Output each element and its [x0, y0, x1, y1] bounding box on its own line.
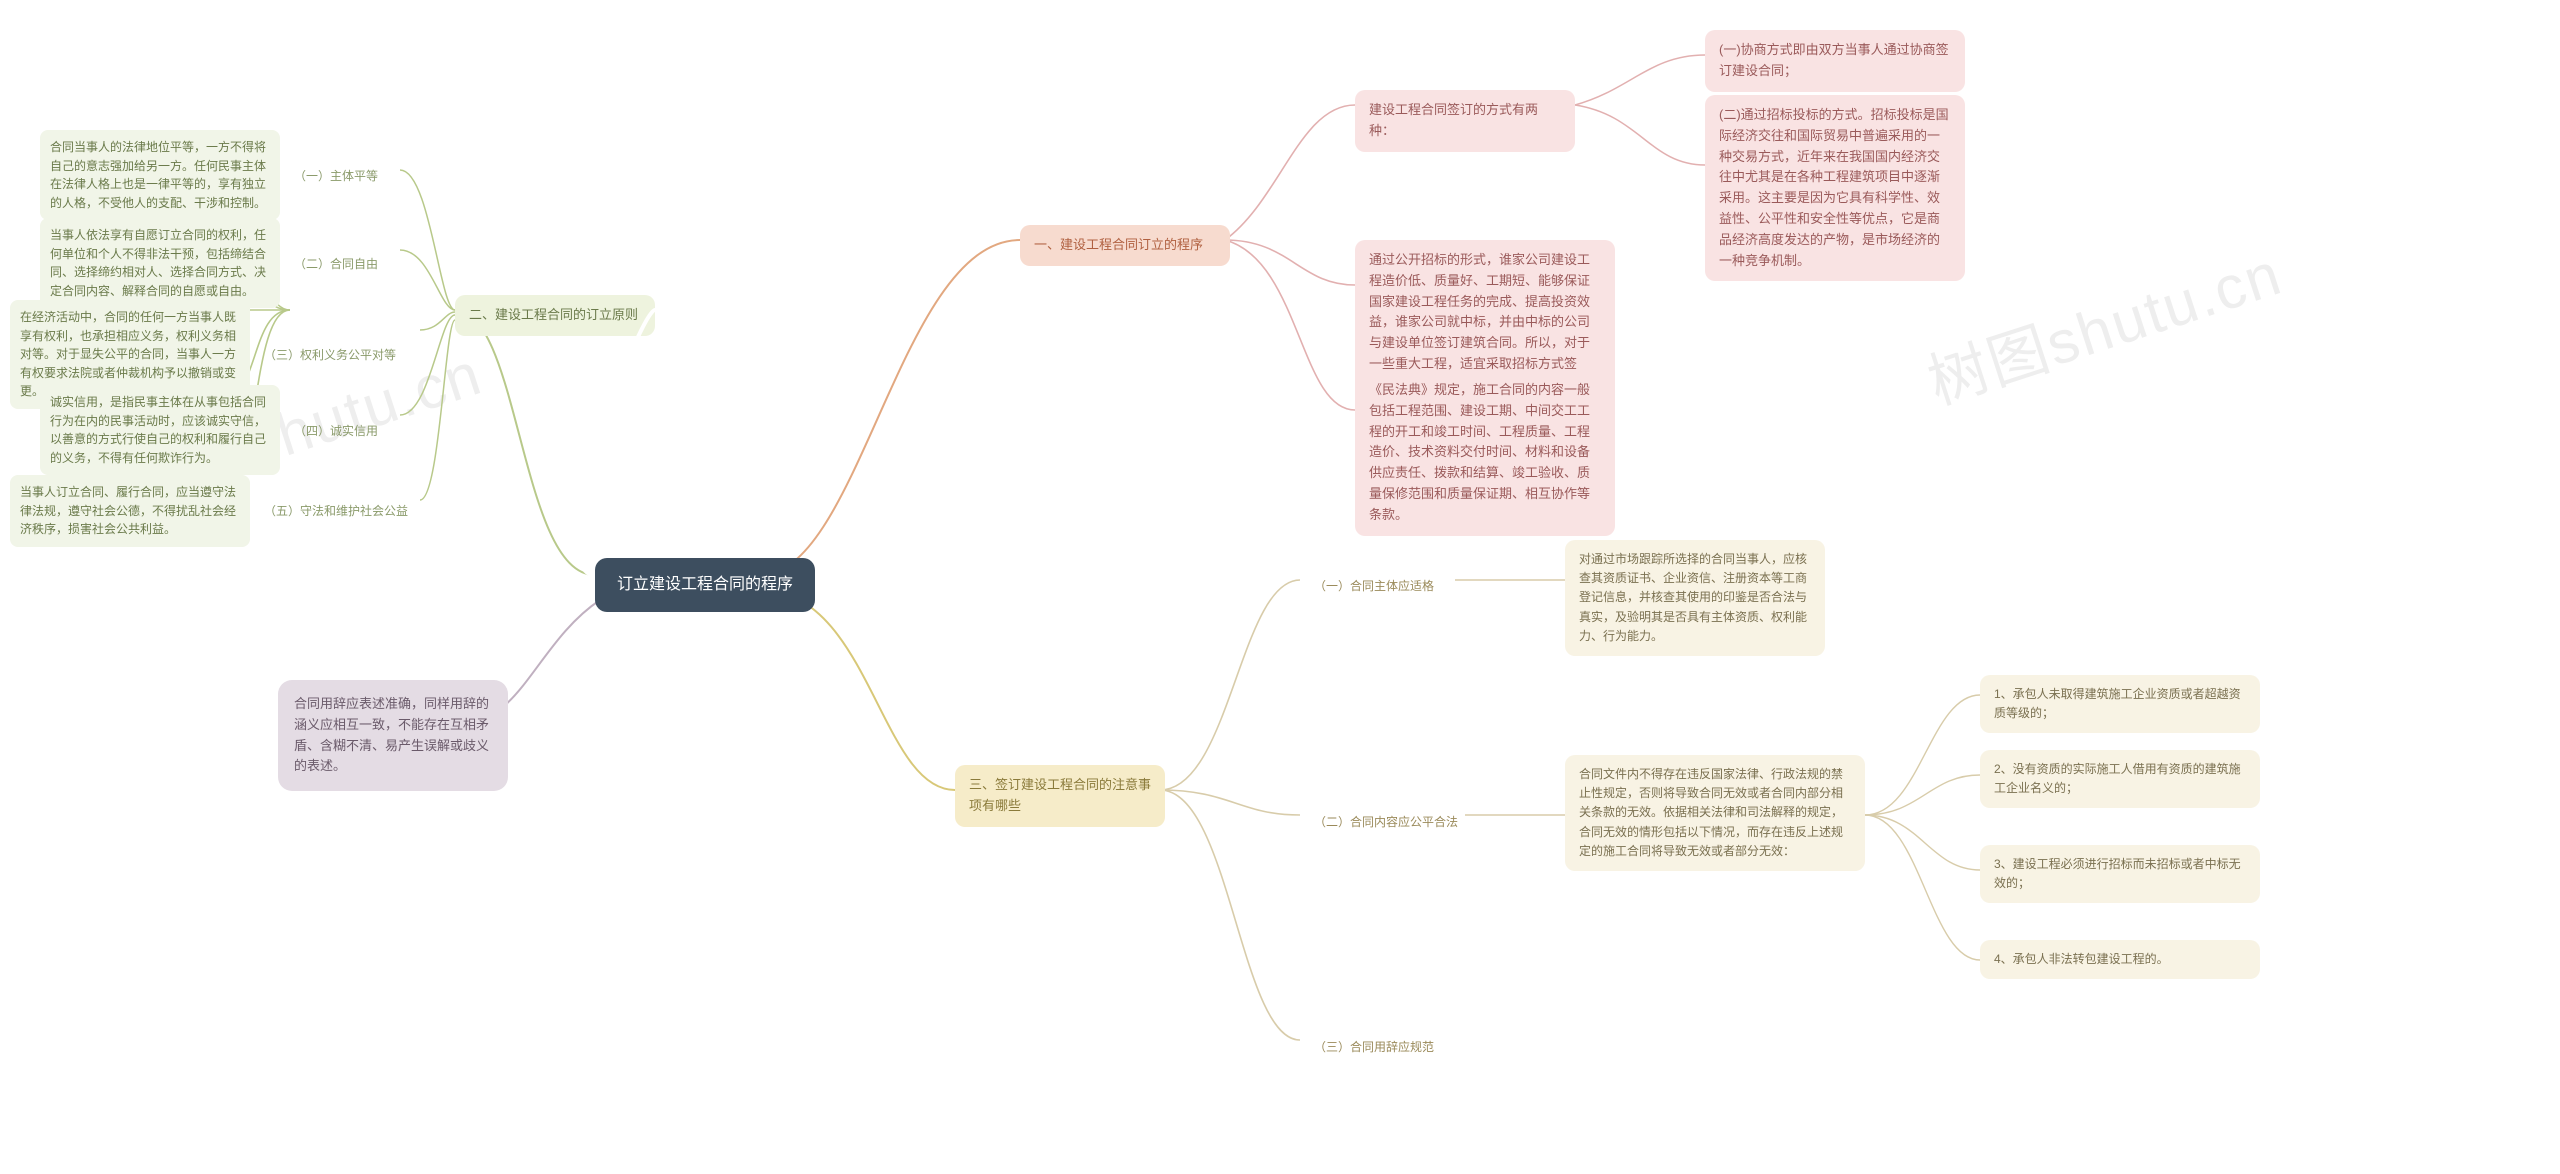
watermark: 树图shutu.cn — [1916, 225, 2292, 421]
b2-2-text: 当事人依法享有自愿订立合同的权利，任何单位和个人不得非法干预，包括缔结合同、选择… — [40, 218, 280, 308]
purple-note: 合同用辞应表述准确，同样用辞的涵义应相互一致，不能存在互相矛盾、含糊不清、易产生… — [278, 680, 508, 791]
b3-3-label: （三）合同用辞应规范 — [1300, 1028, 1448, 1067]
b3-1-text: 对通过市场跟踪所选择的合同当事人，应核查其资质证书、企业资信、注册资本等工商登记… — [1565, 540, 1825, 656]
b3-2-s3: 3、建设工程必须进行招标而未招标或者中标无效的； — [1980, 845, 2260, 903]
b2-3-label: （三）权利义务公平对等 — [258, 342, 402, 367]
b2-4-text: 诚实信用，是指民事主体在从事包括合同行为在内的民事活动时，应该诚实守信，以善意的… — [40, 385, 280, 475]
branch3-title: 三、签订建设工程合同的注意事项有哪些 — [955, 765, 1165, 827]
center-node: 订立建设工程合同的程序 — [595, 558, 815, 612]
branch1-c: 《民法典》规定，施工合同的内容一般包括工程范围、建设工期、中间交工工程的开工和竣… — [1355, 370, 1615, 536]
b3-2-s1: 1、承包人未取得建筑施工企业资质或者超越资质等级的； — [1980, 675, 2260, 733]
b2-4-label: （四）诚实信用 — [288, 418, 384, 443]
b3-1-label: （一）合同主体应适格 — [1300, 567, 1448, 606]
b2-1-label: （一）主体平等 — [288, 163, 384, 188]
b3-2-s4: 4、承包人非法转包建设工程的。 — [1980, 940, 2260, 979]
branch2-title: 二、建设工程合同的订立原则 — [455, 295, 655, 336]
b3-2-s2: 2、没有资质的实际施工人借用有资质的建筑施工企业名义的； — [1980, 750, 2260, 808]
branch1-a-label: 建设工程合同签订的方式有两种： — [1355, 90, 1575, 152]
branch1-a2: (二)通过招标投标的方式。招标投标是国际经济交往和国际贸易中普遍采用的一种交易方… — [1705, 95, 1965, 281]
b2-row-4: 诚实信用，是指民事主体在从事包括合同行为在内的民事活动时，应该诚实守信，以善意的… — [40, 385, 384, 475]
b2-5-text: 当事人订立合同、履行合同，应当遵守法律法规，遵守社会公德，不得扰乱社会经济秩序，… — [10, 475, 250, 547]
b3-2-label: （二）合同内容应公平合法 — [1300, 803, 1472, 842]
b2-2-label: （二）合同自由 — [288, 251, 384, 276]
b2-row-1: 合同当事人的法律地位平等，一方不得将自己的意志强加给另一方。任何民事主体在法律人… — [40, 130, 384, 220]
b3-2-text: 合同文件内不得存在违反国家法律、行政法规的禁止性规定，否则将导致合同无效或者合同… — [1565, 755, 1865, 871]
branch1-a1: (一)协商方式即由双方当事人通过协商签订建设合同； — [1705, 30, 1965, 92]
b2-row-2: 当事人依法享有自愿订立合同的权利，任何单位和个人不得非法干预，包括缔结合同、选择… — [40, 218, 384, 308]
branch1-title: 一、建设工程合同订立的程序 — [1020, 225, 1230, 266]
b2-row-5: 当事人订立合同、履行合同，应当遵守法律法规，遵守社会公德，不得扰乱社会经济秩序，… — [10, 475, 414, 547]
b2-1-text: 合同当事人的法律地位平等，一方不得将自己的意志强加给另一方。任何民事主体在法律人… — [40, 130, 280, 220]
b2-5-label: （五）守法和维护社会公益 — [258, 498, 414, 523]
